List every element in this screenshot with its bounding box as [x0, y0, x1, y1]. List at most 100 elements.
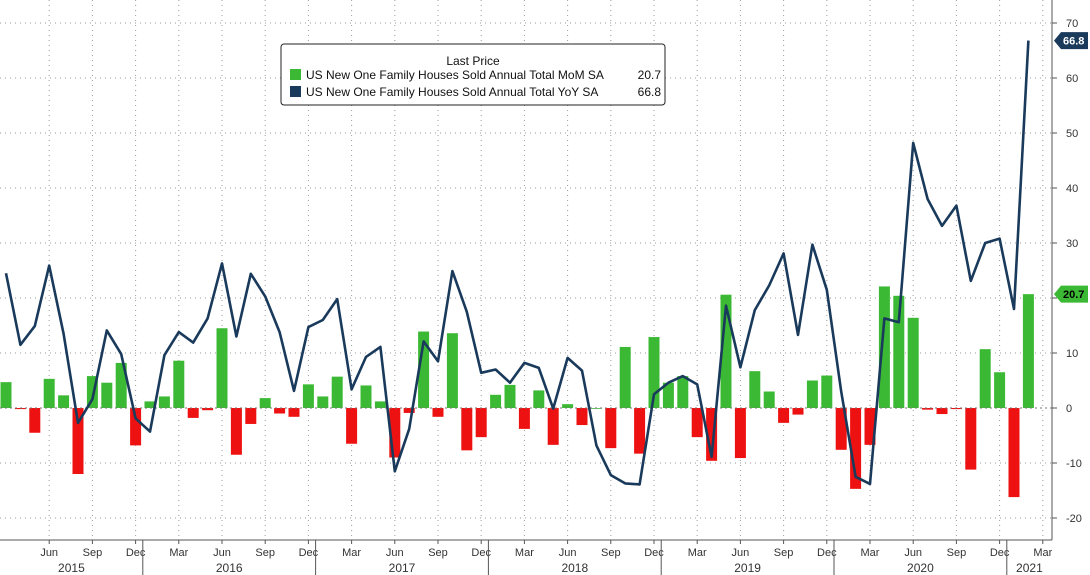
mom-bar	[576, 408, 588, 426]
mom-bar	[619, 346, 631, 408]
legend-label-mom: US New One Family Houses Sold Annual Tot…	[306, 68, 604, 82]
year-label: 2021	[1016, 561, 1043, 575]
x-tick-label: Mar	[1033, 547, 1052, 559]
mom-bar	[922, 408, 934, 410]
x-tick-label: Jun	[732, 547, 750, 559]
x-tick-label: Dec	[126, 547, 146, 559]
mom-bar	[475, 408, 487, 438]
x-tick-label: Jun	[40, 547, 58, 559]
mom-bar	[677, 376, 689, 408]
x-tick-label: Sep	[774, 547, 794, 559]
mom-bar	[893, 295, 905, 408]
yoy-line-series	[4, 40, 1030, 486]
mom-bar	[302, 384, 314, 408]
legend-swatch-yoy	[290, 86, 301, 97]
mom-bar	[979, 349, 991, 408]
x-tick-label: Jun	[386, 547, 404, 559]
legend-swatch-mom	[290, 69, 301, 80]
mom-bar	[878, 286, 890, 408]
last-value-flags: 66.8 20.7	[1054, 32, 1088, 303]
mom-bar	[101, 382, 113, 408]
x-tick-label: Mar	[861, 547, 880, 559]
mom-bar	[734, 408, 746, 459]
legend-value-mom: 20.7	[638, 68, 662, 82]
year-label: 2020	[907, 561, 934, 575]
mom-bar	[72, 408, 84, 474]
year-label: 2018	[561, 561, 588, 575]
x-tick-label: Dec	[299, 547, 319, 559]
x-tick-label: Sep	[255, 547, 275, 559]
mom-bar	[259, 398, 271, 408]
x-tick-label: Mar	[688, 547, 707, 559]
mom-bar	[202, 408, 214, 411]
y-tick-label: 30	[1066, 238, 1078, 250]
mom-bar	[792, 408, 804, 415]
x-tick-label: Sep	[947, 547, 967, 559]
mom-bar	[763, 391, 775, 408]
x-tick-label: Jun	[213, 547, 231, 559]
mom-bar	[936, 408, 948, 415]
year-label: 2019	[734, 561, 761, 575]
mom-bar	[850, 408, 862, 489]
mom-bar	[778, 408, 790, 423]
mom-bar	[14, 408, 26, 410]
x-tick-label: Mar	[169, 547, 188, 559]
mom-bar	[418, 331, 430, 408]
mom-bar	[950, 408, 962, 410]
y-tick-label: 0	[1066, 403, 1072, 415]
mom-bar	[706, 408, 718, 461]
mom-bar	[634, 408, 646, 454]
mom-bar	[158, 396, 170, 408]
mom-bar	[648, 337, 660, 408]
mom-bar	[317, 396, 329, 408]
y-tick-label: 40	[1066, 183, 1078, 195]
y-axis: -20-10010203040506070	[1051, 0, 1082, 540]
legend-label-yoy: US New One Family Houses Sold Annual Tot…	[306, 85, 598, 99]
mom-bar	[821, 375, 833, 408]
mom-bar	[43, 378, 55, 408]
x-tick-label: Sep	[601, 547, 621, 559]
mom-bar	[518, 408, 530, 429]
mom-bar	[446, 333, 458, 408]
x-tick-label: Dec	[990, 547, 1010, 559]
x-tick-label: Jun	[559, 547, 577, 559]
mom-bar-series	[0, 286, 1034, 498]
mom-bar	[432, 408, 444, 417]
mom-bar	[490, 394, 502, 408]
legend-box	[280, 43, 666, 106]
mom-bar	[533, 390, 545, 408]
x-tick-label: Jun	[904, 547, 922, 559]
year-label: 2017	[389, 561, 416, 575]
mom-bar	[360, 385, 372, 408]
mom-bar	[187, 408, 199, 418]
mom-bar	[1008, 408, 1020, 498]
mom-bar	[216, 328, 228, 408]
mom-bar	[346, 408, 358, 444]
y-tick-label: -10	[1066, 458, 1082, 470]
mom-bar	[749, 371, 761, 408]
mom-bar	[288, 408, 300, 417]
mom-bar	[173, 360, 185, 408]
yoy-last-flag-label: 66.8	[1063, 36, 1084, 48]
x-tick-label: Mar	[342, 547, 361, 559]
x-tick-label: Sep	[428, 547, 448, 559]
mom-bar	[274, 408, 286, 414]
mom-bar	[965, 408, 977, 470]
mom-bar	[29, 408, 41, 433]
mom-bar	[806, 380, 818, 408]
y-tick-label: 70	[1066, 18, 1078, 30]
yoy-last-flag-shape	[1054, 32, 1088, 50]
mom-bar	[144, 401, 156, 408]
mom-bar	[547, 408, 559, 445]
legend: Last Price US New One Family Houses Sold…	[280, 43, 666, 106]
legend-value-yoy: 66.8	[638, 85, 662, 99]
mom-bar	[115, 362, 127, 408]
year-label: 2016	[216, 561, 243, 575]
mom-bar	[403, 408, 415, 413]
x-tick-label: Mar	[515, 547, 534, 559]
mom-bar	[1022, 294, 1034, 408]
mom-bar	[662, 382, 674, 408]
x-tick-label: Dec	[817, 547, 837, 559]
x-tick-label: Dec	[471, 547, 491, 559]
